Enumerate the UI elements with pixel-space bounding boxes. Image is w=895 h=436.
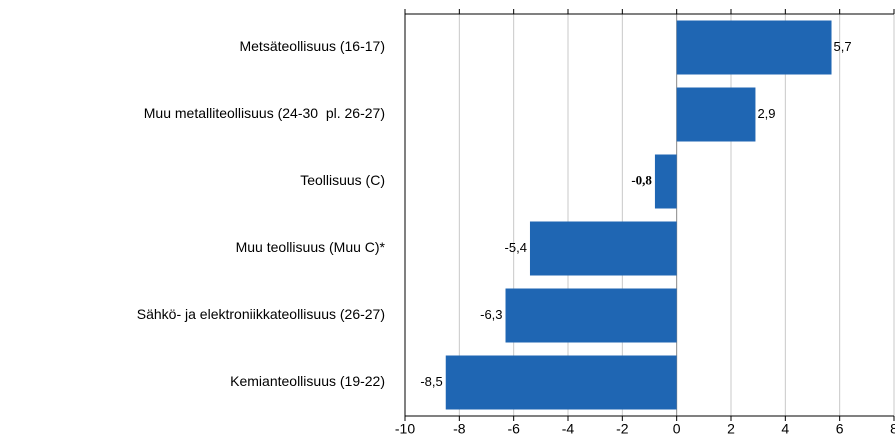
value-label: 5,7 xyxy=(834,39,852,54)
x-tick-label: 4 xyxy=(781,421,789,436)
x-tick-label: -8 xyxy=(453,421,466,436)
bar xyxy=(505,288,677,343)
x-tick-label: -10 xyxy=(395,421,415,436)
x-tick-label: 8 xyxy=(890,421,895,436)
x-tick-label: -4 xyxy=(562,421,575,436)
y-tick-label: Teollisuus (C) xyxy=(300,172,385,188)
bar xyxy=(445,355,677,410)
x-tick-label: 6 xyxy=(836,421,844,436)
y-tick-label: Sähkö- ja elektroniikkateollisuus (26-27… xyxy=(137,306,385,322)
x-tick-label: -2 xyxy=(616,421,629,436)
bar xyxy=(676,20,832,75)
value-label: -5,4 xyxy=(505,240,527,255)
y-tick-label: Muu teollisuus (Muu C)* xyxy=(236,239,386,255)
y-tick-label: Muu metalliteollisuus (24-30 pl. 26-27) xyxy=(144,105,385,121)
value-label: 2,9 xyxy=(757,106,775,121)
value-label: -6,3 xyxy=(480,307,502,322)
bar xyxy=(654,154,677,209)
bar xyxy=(676,87,756,142)
y-tick-label: Kemianteollisuus (19-22) xyxy=(230,373,385,389)
x-tick-label: 0 xyxy=(673,421,681,436)
y-tick-label: Metsäteollisuus (16-17) xyxy=(239,38,385,54)
x-tick-label: -6 xyxy=(507,421,520,436)
value-label: -8,5 xyxy=(420,374,442,389)
x-tick-label: 2 xyxy=(727,421,735,436)
bar xyxy=(529,221,677,276)
value-label: -0,8 xyxy=(631,172,652,187)
